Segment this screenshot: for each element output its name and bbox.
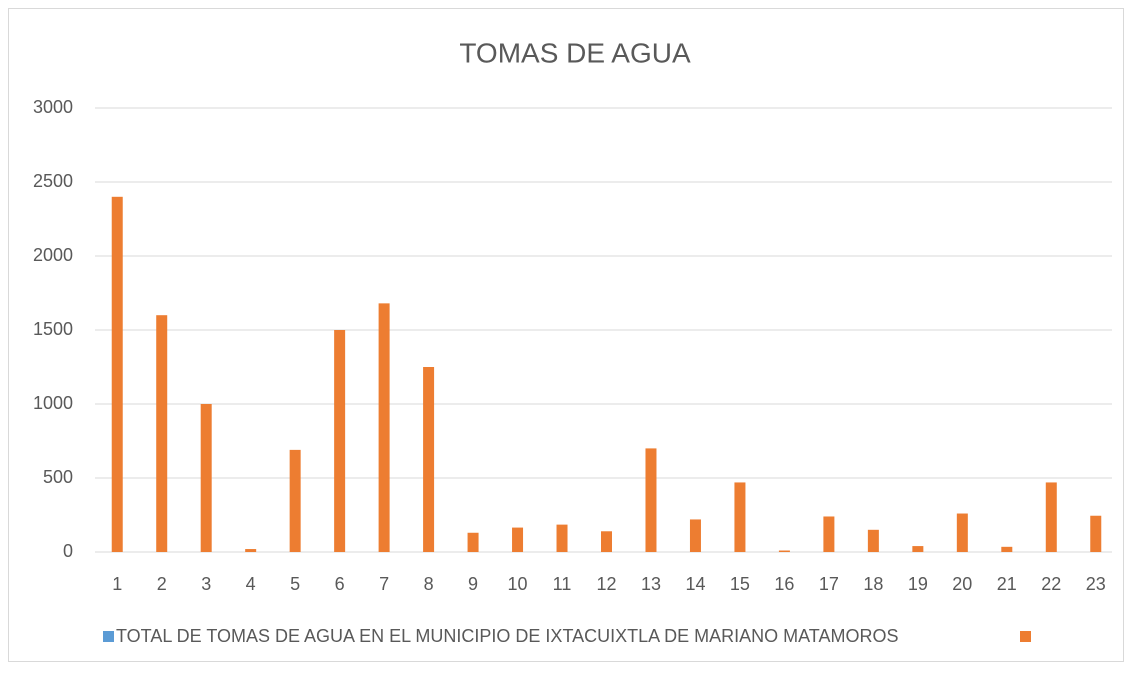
x-tick-label: 2 <box>157 574 167 594</box>
x-tick-label: 12 <box>596 574 616 594</box>
bar <box>334 330 346 552</box>
x-tick-label: 17 <box>819 574 839 594</box>
bar <box>734 482 746 552</box>
bar <box>956 513 968 552</box>
bar <box>867 529 879 552</box>
y-tick-label: 3000 <box>33 97 73 117</box>
x-tick-label: 5 <box>290 574 300 594</box>
bar <box>200 404 212 552</box>
x-tick-label: 6 <box>335 574 345 594</box>
x-tick-label: 3 <box>201 574 211 594</box>
legend-swatch <box>103 631 114 642</box>
y-tick-label: 2500 <box>33 171 73 191</box>
x-tick-label: 11 <box>553 574 572 594</box>
bar <box>778 550 790 552</box>
bar <box>156 315 168 552</box>
bar <box>645 448 657 552</box>
x-tick-label: 7 <box>379 574 389 594</box>
bar <box>1090 515 1102 552</box>
x-tick-label: 20 <box>952 574 972 594</box>
x-tick-label: 9 <box>468 574 478 594</box>
chart-border <box>8 8 1124 662</box>
y-tick-label: 0 <box>63 541 73 561</box>
bar <box>378 303 390 552</box>
y-tick-label: 1500 <box>33 319 73 339</box>
y-tick-label: 2000 <box>33 245 73 265</box>
bar <box>556 524 568 552</box>
bar <box>423 367 435 552</box>
x-tick-label: 21 <box>997 574 1017 594</box>
x-tick-label: 23 <box>1086 574 1106 594</box>
y-tick-label: 1000 <box>33 393 73 413</box>
bar <box>601 531 612 552</box>
x-tick-label: 15 <box>730 574 750 594</box>
bar <box>512 527 524 552</box>
bar <box>289 449 301 552</box>
x-tick-label: 19 <box>908 574 928 594</box>
x-tick-label: 13 <box>641 574 661 594</box>
x-tick-label: 16 <box>774 574 794 594</box>
bar <box>689 519 701 552</box>
x-tick-label: 8 <box>424 574 434 594</box>
x-tick-label: 10 <box>508 574 528 594</box>
bar <box>912 546 924 552</box>
x-tick-label: 14 <box>685 574 705 594</box>
legend-swatch <box>1020 631 1031 642</box>
x-tick-label: 18 <box>863 574 883 594</box>
bar <box>245 549 257 552</box>
x-tick-label: 22 <box>1041 574 1061 594</box>
legend-label: TOTAL DE TOMAS DE AGUA EN EL MUNICIPIO D… <box>116 626 898 646</box>
bar <box>1001 546 1013 552</box>
chart-title: TOMAS DE AGUA <box>459 37 691 68</box>
x-tick-label: 1 <box>112 574 122 594</box>
bar <box>823 516 835 552</box>
bar <box>111 196 123 553</box>
y-tick-label: 500 <box>43 467 73 487</box>
bar <box>467 532 479 552</box>
bar <box>1045 482 1057 552</box>
x-tick-label: 4 <box>246 574 256 594</box>
